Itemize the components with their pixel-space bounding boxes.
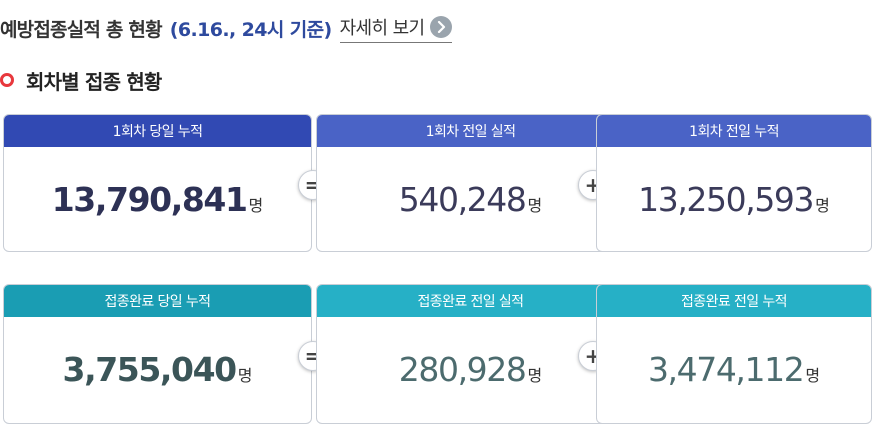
card-unit: 명 [527,366,543,385]
card-value: 3,474,112 [647,349,805,389]
card-complete-yesterday-cumulative: 접종완료 전일 누적 3,474,112 명 [596,284,872,424]
chevron-right-icon [430,15,453,38]
card-unit: 명 [248,196,264,215]
card-value: 13,250,593 [638,179,814,219]
card-value: 280,928 [398,349,527,389]
card-dose1-yesterday-cumulative: 1회차 전일 누적 13,250,593 명 [596,114,872,252]
section-heading: 회차별 접종 현황 [0,62,162,98]
card-unit: 명 [805,366,821,385]
card-header: 1회차 전일 실적 [317,115,624,147]
card-complete-today-cumulative: 접종완료 당일 누적 3,755,040 명 [3,284,312,424]
card-value: 540,248 [398,179,527,219]
view-details-label: 자세히 보기 [339,17,426,39]
card-header: 접종완료 전일 실적 [317,285,624,317]
card-value: 3,755,040 [62,349,238,389]
view-details-link[interactable]: 자세히 보기 [339,14,453,43]
section-title: 회차별 접종 현황 [26,69,162,94]
card-header: 접종완료 당일 누적 [4,285,311,317]
reference-date: (6.16., 24시 기준) [169,18,332,41]
card-header: 1회차 전일 누적 [597,115,871,147]
card-unit: 명 [527,196,543,215]
card-value: 13,790,841 [51,179,248,219]
summary-header: 예방접종실적 총 현황 (6.16., 24시 기준) 자세히 보기 [0,10,453,46]
card-unit: 명 [815,196,830,215]
card-header: 1회차 당일 누적 [4,115,311,147]
ring-icon [0,73,14,87]
card-dose1-yesterday-result: 1회차 전일 실적 540,248 명 [316,114,625,252]
card-complete-yesterday-result: 접종완료 전일 실적 280,928 명 [316,284,625,424]
summary-title: 예방접종실적 총 현황 [0,18,163,41]
card-unit: 명 [237,366,253,385]
card-header: 접종완료 전일 누적 [597,285,871,317]
card-dose1-today-cumulative: 1회차 당일 누적 13,790,841 명 [3,114,312,252]
